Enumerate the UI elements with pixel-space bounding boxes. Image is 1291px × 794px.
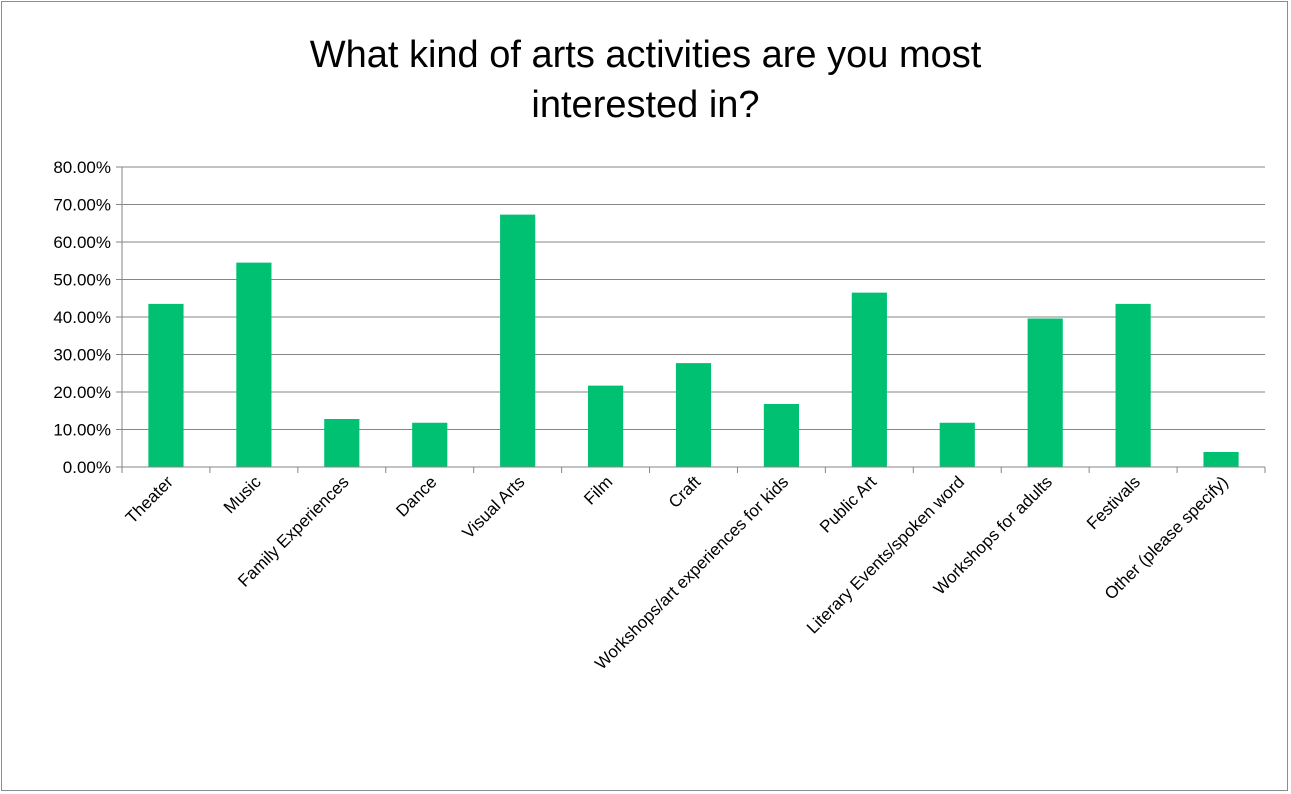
bar [1115,303,1151,467]
bar [324,419,360,467]
y-tick-label: 10.00% [53,421,111,440]
bar [675,363,712,467]
x-tick-label: Visual Arts [458,472,528,542]
bar [763,404,800,467]
y-tick-label: 70.00% [53,196,111,215]
x-tick-label: Craft [665,472,705,512]
y-tick-label: 80.00% [53,158,111,177]
x-tick-label: Festivals [1083,472,1144,533]
bar [851,292,887,467]
bar [1203,452,1239,467]
bar [412,422,448,467]
x-tick-label: Public Art [816,472,880,536]
axes [116,166,1266,473]
bar [1027,318,1063,467]
chart-title-line-2: interested in? [531,84,760,126]
y-tick-label: 40.00% [53,308,111,327]
bars [148,214,1239,467]
y-tick-label: 60.00% [53,233,111,252]
x-tick-label: Music [220,472,265,517]
x-tick-label: Literary Events/spoken word [803,472,968,637]
x-tick-label: Film [580,472,616,508]
x-tick-label: Dance [392,472,440,520]
bar [587,385,624,467]
y-tick-label: 30.00% [53,346,111,365]
x-tick-label: Theater [122,472,177,527]
y-tick-label: 50.00% [53,271,111,290]
bar [236,262,272,467]
chart-title-line-1: What kind of arts activities are you mos… [309,34,982,76]
bar [500,214,536,467]
gridlines [122,166,1265,430]
bar [939,422,975,467]
y-axis-tick-labels: 0.00% 10.00% 20.00% 30.00% 40.00% 50.00% 60.00… [53,158,111,477]
y-tick-label: 0.00% [63,458,111,477]
chart-title: What kind of arts activities are you mos… [0,30,1291,130]
x-tick-label: Workshops/art experiences for kids [591,472,792,673]
y-tick-label: 20.00% [53,383,111,402]
bar [148,303,184,467]
